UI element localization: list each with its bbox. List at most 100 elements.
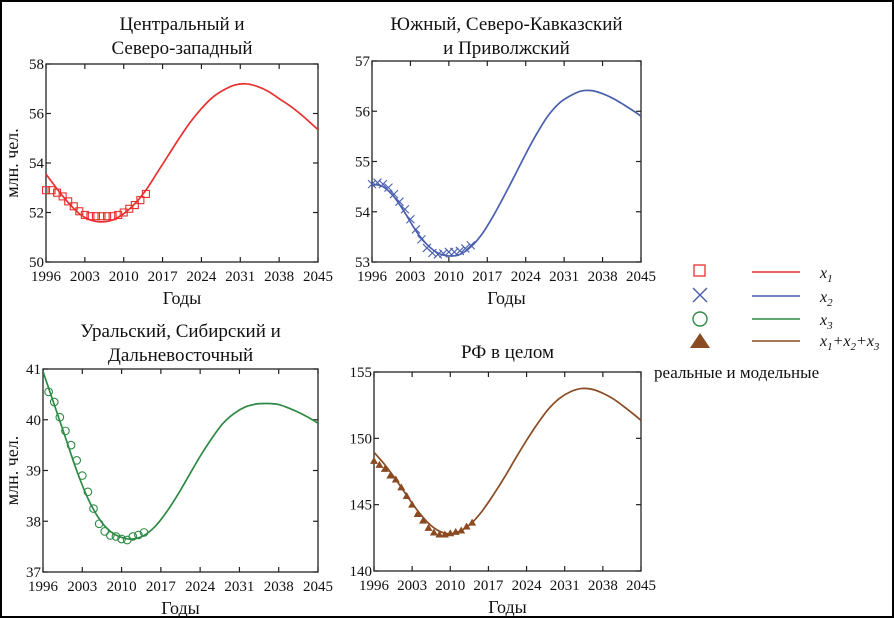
data-point-circle [105,531,115,540]
y-tick-label: 37 [26,565,42,581]
y-tick-label: 155 [350,365,373,381]
data-point-triangle [413,509,422,517]
data-point-circle [44,387,53,397]
x-axis-label: Годы [163,288,202,308]
chart-rf: РФ в целом 1996 2003 2010 2017 2024 2031 2038 20… [350,342,657,617]
data-point-circle [122,535,132,545]
x-axis-label: Годы [487,288,526,308]
data-point-triangle [429,528,438,536]
data-point-square [114,210,123,220]
data-point-square [58,192,67,201]
x-tick-label: 2031 [225,269,255,285]
data-point-square [108,212,117,221]
y-tick-label: 56 [29,107,45,123]
data-point-cross [373,178,382,187]
chart-central: Центральный и Северо-западный 1996 2003 2010… [2,14,333,308]
data-point-cross [411,224,421,234]
x-tick-label: 2038 [264,269,294,285]
data-point-circle [72,456,82,465]
data-point-square [91,212,101,221]
x-tick-label: 2017 [146,579,177,595]
data-point-square [86,212,95,221]
x-tick-label: 2010 [107,579,137,595]
x-tick-label: 1996 [28,579,59,595]
x-tick-label: 2010 [435,578,465,594]
y-tick-label: 145 [350,498,373,514]
x-tick-label: 2045 [626,578,656,594]
x-tick-label: 2031 [224,579,254,595]
data-point-circle [94,519,104,529]
x-tick-label: 1996 [357,269,388,285]
legend-caption: реальные и модельные [654,363,819,382]
data-point-triangle [380,464,389,472]
legend-label-total: x1+x2+x3 [819,333,880,353]
model-line [374,387,641,535]
data-point-square [130,201,139,210]
y-tick-label: 39 [26,464,41,480]
chart-title-line: РФ в целом [461,342,554,363]
square-marker-icon [693,264,706,277]
data-point-cross [433,250,443,259]
data-point-triangle [370,456,378,464]
data-point-triangle [397,483,406,491]
data-point-circle [139,528,149,537]
data-point-cross [466,241,476,250]
legend-label-x3: x3 [819,312,833,332]
data-point-triangle [391,475,400,483]
plot-frame [373,371,642,572]
x-tick-label: 2003 [395,269,425,285]
legend-entry-x1: x1 [693,264,833,285]
chart-title-line: Южный, Северо-Кавказский [390,14,622,35]
x-tick-label: 2045 [626,269,656,285]
data-point-circle [100,527,110,536]
data-point-triangle [386,471,395,479]
legend-entry-x2: x2 [692,287,833,309]
data-point-cross [427,248,437,258]
y-tick-label: 150 [350,431,373,447]
x-tick-label: 2024 [511,269,542,285]
x-axis-label: Годы [161,598,200,618]
x-tick-label: 2038 [264,579,294,595]
data-point-triangle [408,500,417,508]
y-tick-label: 58 [29,57,44,73]
legend-entry-x3: x3 [692,311,833,332]
y-tick-label: 41 [26,362,41,378]
chart-title-line: и Приволжский [443,38,570,59]
model-line [43,371,318,540]
circle-marker-icon [692,311,708,327]
x-tick-label: 2045 [303,269,333,285]
data-point-circle [83,487,93,497]
data-point-square [141,189,150,198]
plot-frame [42,368,319,573]
data-point-circle [55,412,65,422]
x-tick-label: 2010 [109,269,139,285]
plot-frame [371,60,642,263]
x-tick-label: 2003 [397,578,427,594]
y-tick-label: 54 [355,205,371,221]
y-tick-label: 38 [26,514,41,530]
y-tick-label: 52 [29,206,44,222]
x-tick-label: 1996 [359,578,390,594]
x-tick-label: 2024 [186,269,217,285]
y-tick-label: 57 [355,54,371,70]
data-point-circle [66,440,76,450]
data-point-circle [111,532,121,541]
legend: x1 x2 x3 x1+x2+x3 реальные и модельн [654,264,880,382]
data-point-triangle [435,530,444,538]
data-point-circle [128,532,138,541]
x-tick-label: 2017 [148,269,179,285]
plot-frame [45,63,319,263]
model-line [372,89,641,257]
y-tick-label: 55 [355,155,370,171]
data-point-triangle [457,526,466,534]
data-point-cross [378,179,388,189]
data-point-circle [61,426,70,436]
data-point-cross [417,234,426,244]
data-point-triangle [462,522,471,530]
data-point-triangle [375,460,384,468]
cross-marker-icon [692,287,708,303]
chart-south: Южный, Северо-Кавказский и Приволжский 199… [355,14,656,308]
data-point-triangle [419,516,428,524]
